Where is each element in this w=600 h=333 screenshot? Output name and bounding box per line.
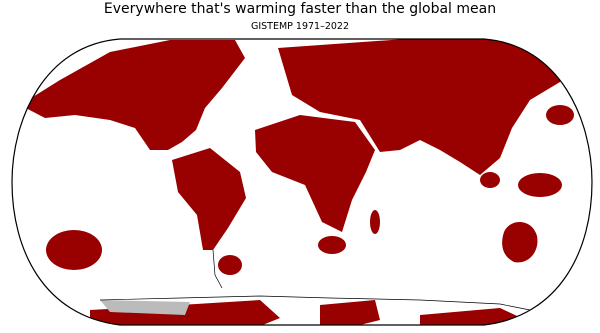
indonesia — [480, 172, 500, 188]
warming-regions — [20, 39, 575, 325]
map-title: Everywhere that's warming faster than th… — [104, 1, 496, 17]
coastline — [212, 249, 223, 289]
africa — [255, 115, 375, 232]
greenland-interior — [250, 66, 286, 90]
north-america — [20, 40, 245, 150]
south-atlantic — [218, 255, 242, 275]
map-body — [12, 39, 592, 325]
map-subtitle: GISTEMP 1971–2022 — [251, 21, 349, 32]
north-pacific — [546, 105, 574, 125]
new-guinea — [518, 173, 562, 197]
southern-africa — [318, 236, 346, 254]
missing-data — [100, 300, 190, 315]
madagascar — [370, 210, 380, 234]
south-america — [172, 148, 246, 250]
australia — [502, 221, 538, 263]
antarctica-central — [320, 300, 380, 325]
eurasia — [278, 39, 575, 175]
map-outline — [11, 38, 593, 326]
south-pacific — [46, 230, 102, 270]
coastline — [99, 295, 541, 313]
